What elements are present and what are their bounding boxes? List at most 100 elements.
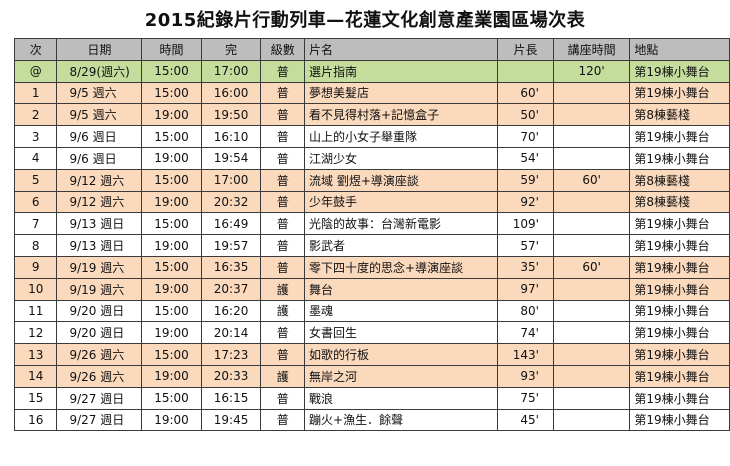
header-location: 地點 [629, 38, 730, 61]
cell-end: 19:54 [200, 146, 262, 170]
header-level: 級數 [260, 38, 306, 61]
cell-length: 59' [497, 168, 554, 192]
cell-level: 普 [260, 59, 306, 83]
cell-start: 15:00 [141, 212, 202, 236]
cell-level: 普 [260, 81, 306, 105]
cell-lecture [552, 103, 631, 127]
cell-lecture: 120' [552, 59, 631, 83]
cell-date: 9/27 週日 [56, 386, 143, 410]
cell-length: 93' [497, 364, 554, 388]
cell-no: 15 [13, 386, 58, 410]
cell-length: 45' [497, 408, 554, 432]
cell-date: 8/29(週六) [56, 59, 143, 83]
cell-name: 流域 劉煜+導演座談 [304, 168, 499, 192]
cell-name: 零下四十度的思念+導演座談 [304, 255, 499, 279]
cell-lecture [552, 321, 631, 345]
cell-name: 影武者 [304, 234, 499, 257]
cell-start: 19:00 [141, 364, 202, 388]
cell-length: 60' [497, 81, 554, 105]
cell-start: 15:00 [141, 299, 202, 323]
cell-lecture [552, 81, 631, 105]
cell-location: 第19棟小舞台 [629, 125, 730, 148]
cell-name: 光陰的故事：台灣新電影 [304, 212, 499, 236]
cell-name: 蹦火+漁生．餘聲 [304, 408, 499, 432]
cell-lecture [552, 299, 631, 323]
cell-end: 17:00 [200, 168, 262, 192]
cell-no: 13 [13, 343, 58, 366]
cell-lecture [552, 125, 631, 148]
header-length: 片長 [497, 38, 554, 61]
cell-name: 舞台 [304, 277, 499, 301]
cell-level: 普 [260, 408, 306, 432]
cell-location: 第19棟小舞台 [629, 408, 730, 432]
cell-length: 35' [497, 255, 554, 279]
cell-start: 15:00 [141, 59, 202, 83]
cell-end: 20:37 [200, 277, 262, 301]
cell-level: 護 [260, 299, 306, 323]
cell-lecture [552, 146, 631, 170]
cell-location: 第19棟小舞台 [629, 81, 730, 105]
cell-start: 19:00 [141, 277, 202, 301]
cell-level: 普 [260, 212, 306, 236]
cell-date: 9/27 週日 [56, 408, 143, 432]
cell-location: 第19棟小舞台 [629, 212, 730, 236]
cell-end: 20:32 [200, 190, 262, 214]
cell-date: 9/5 週六 [56, 81, 143, 105]
cell-end: 16:20 [200, 299, 262, 323]
cell-end: 20:14 [200, 321, 262, 345]
cell-no: 4 [13, 146, 58, 170]
cell-start: 15:00 [141, 168, 202, 192]
cell-date: 9/20 週日 [56, 299, 143, 323]
cell-no: 6 [13, 190, 58, 214]
cell-length: 70' [497, 125, 554, 148]
table-row: 1 9/5 週六 15:00 16:00 普夢想美髮店 60' 第19棟小舞台 [13, 81, 730, 105]
cell-no: 7 [13, 212, 58, 236]
table-row: 10 9/19 週六 19:00 20:37 護舞台 97' 第19棟小舞台 [13, 277, 730, 301]
table-row: 15 9/27 週日 15:00 16:15 普戰浪 75' 第19棟小舞台 [13, 386, 730, 410]
cell-location: 第19棟小舞台 [629, 234, 730, 257]
table-row: 6 9/12 週六 19:00 20:32 普少年鼓手 92' 第8棟藝棧 [13, 190, 730, 214]
cell-lecture: 60' [552, 168, 631, 192]
cell-date: 9/19 週六 [56, 277, 143, 301]
cell-level: 普 [260, 103, 306, 127]
cell-start: 19:00 [141, 234, 202, 257]
header-row: 次 日期 時間 完 級數 片名 片長 講座時間 地點 [13, 38, 730, 61]
cell-length: 74' [497, 321, 554, 345]
cell-end: 16:35 [200, 255, 262, 279]
cell-date: 9/26 週六 [56, 364, 143, 388]
cell-end: 17:00 [200, 59, 262, 83]
cell-location: 第8棟藝棧 [629, 190, 730, 214]
cell-date: 9/12 週六 [56, 190, 143, 214]
table-row: 16 9/27 週日 19:00 19:45 普蹦火+漁生．餘聲 45' 第19棟小舞台 [13, 408, 730, 432]
cell-start: 19:00 [141, 190, 202, 214]
cell-lecture [552, 386, 631, 410]
cell-date: 9/26 週六 [56, 343, 143, 366]
cell-level: 普 [260, 321, 306, 345]
cell-start: 19:00 [141, 408, 202, 432]
header-no: 次 [13, 38, 58, 61]
cell-level: 普 [260, 386, 306, 410]
table-row: 7 9/13 週日 15:00 16:49 普光陰的故事：台灣新電影 109' 第19棟小舞… [13, 212, 730, 236]
cell-length: 50' [497, 103, 554, 127]
cell-date: 9/5 週六 [56, 103, 143, 127]
header-date: 日期 [56, 38, 143, 61]
table-row: 2 9/5 週六 19:00 19:50 普看不見得村落+記憶盒子 50' 第8棟藝棧 [13, 103, 730, 127]
table-row: 5 9/12 週六 15:00 17:00 普流域 劉煜+導演座談 59' 60' 第8棟藝棧 [13, 168, 730, 192]
cell-length: 143' [497, 343, 554, 366]
cell-name: 戰浪 [304, 386, 499, 410]
cell-lecture [552, 212, 631, 236]
cell-date: 9/6 週日 [56, 125, 143, 148]
cell-date: 9/13 週日 [56, 234, 143, 257]
cell-start: 15:00 [141, 81, 202, 105]
cell-level: 普 [260, 146, 306, 170]
table-row: 9 9/19 週六 15:00 16:35 普零下四十度的思念+導演座談 35' 60' 第1… [13, 255, 730, 279]
cell-name: 看不見得村落+記憶盒子 [304, 103, 499, 127]
page-title: 2015紀錄片行動列車—花蓮文化創意產業園區場次表 [144, 10, 586, 31]
cell-name: 無岸之河 [304, 364, 499, 388]
cell-location: 第19棟小舞台 [629, 386, 730, 410]
cell-end: 17:23 [200, 343, 262, 366]
cell-level: 普 [260, 234, 306, 257]
table-row: @8/29(週六) 15:00 17:00 普選片指南 120' 第19棟小舞台 [13, 59, 730, 83]
cell-end: 19:57 [200, 234, 262, 257]
cell-location: 第19棟小舞台 [629, 343, 730, 366]
